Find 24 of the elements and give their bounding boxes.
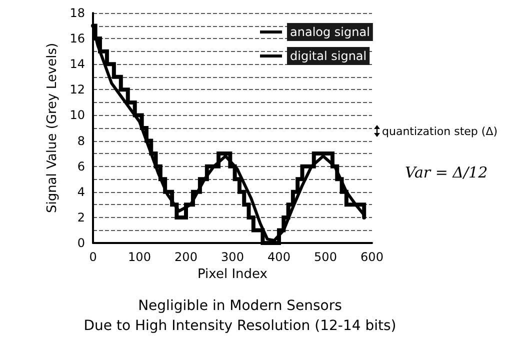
y-tick-label: 8 xyxy=(77,134,85,148)
y-tick-label: 2 xyxy=(77,210,85,224)
x-tick-label: 100 xyxy=(128,250,151,264)
x-tick-label: 600 xyxy=(360,250,384,264)
y-tick-label: 16 xyxy=(70,32,85,46)
x-tick-label: 0 xyxy=(89,250,97,264)
x-tick-label: 500 xyxy=(314,250,337,264)
y-tick-label: 18 xyxy=(70,6,85,20)
text: Negligible in Modern Sensors Due to High Intensity Resolution (12-14 bits) xyxy=(84,298,396,334)
x-tick-label: 400 xyxy=(268,250,290,264)
text: Var = Δ/12 xyxy=(405,164,488,182)
y-tick-label: 12 xyxy=(70,82,85,97)
y-tick-label: 10 xyxy=(70,108,85,122)
y-axis-title: Signal Value (Grey Levels) xyxy=(44,42,60,214)
x-tick-label: 200 xyxy=(174,250,198,264)
legend-label: digital signal xyxy=(290,49,367,63)
legend-label: analog signal xyxy=(290,25,370,39)
x-axis-title: Pixel Index xyxy=(198,266,268,282)
text: quantization step (Δ) xyxy=(382,125,498,138)
y-tick-label: 4 xyxy=(77,184,85,199)
x-tick-label: 300 xyxy=(221,250,244,264)
y-tick-label: 0 xyxy=(77,236,85,250)
y-tick-label: 6 xyxy=(77,159,85,174)
y-tick-label: 14 xyxy=(70,57,85,72)
